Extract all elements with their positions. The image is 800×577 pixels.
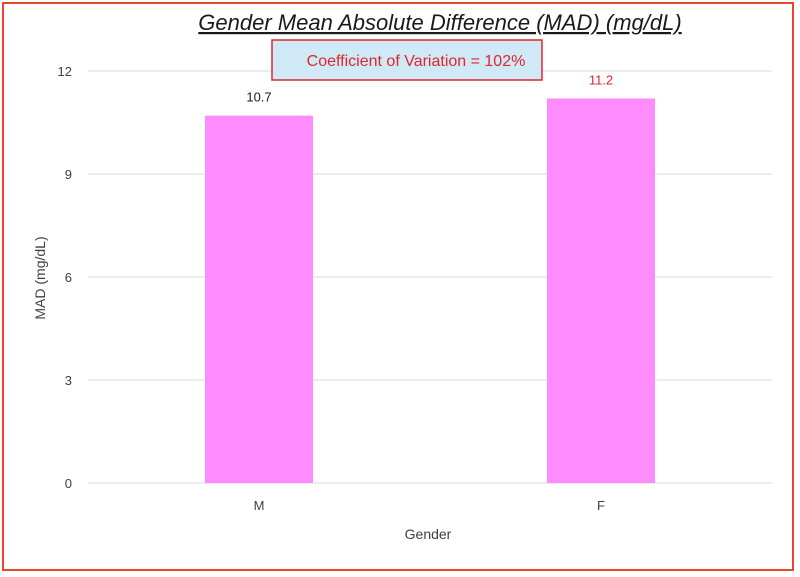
y-axis-ticks: 0 3 6 9 12 (58, 64, 72, 491)
x-tick-label-M: M (254, 498, 265, 513)
bar-F (547, 98, 655, 483)
annotation-background (271, 39, 543, 81)
bar-M (205, 115, 313, 483)
x-tick-label-F: F (597, 498, 605, 513)
data-label-M: 10.7 (246, 90, 271, 105)
y-tick-label-9: 9 (65, 167, 72, 182)
data-label-F: 11.2 (589, 72, 613, 87)
y-tick-label-12: 12 (58, 64, 72, 79)
y-tick-label-3: 3 (65, 373, 72, 388)
x-axis-label: Gender (405, 526, 452, 542)
chart-frame (2, 2, 794, 571)
y-tick-label-6: 6 (65, 270, 72, 285)
y-tick-label-0: 0 (65, 476, 72, 491)
annotation-text: Coefficient of Variation = 102% (307, 53, 526, 70)
y-axis-label: MAD (mg/dL) (32, 236, 48, 319)
bars (205, 98, 655, 483)
data-labels: 10.7 11.2 (246, 72, 613, 104)
chart-title: Gender Mean Absolute Difference (MAD) (m… (198, 10, 681, 35)
annotation-box: Coefficient of Variation = 102% (271, 39, 543, 81)
gridlines (88, 70, 772, 484)
